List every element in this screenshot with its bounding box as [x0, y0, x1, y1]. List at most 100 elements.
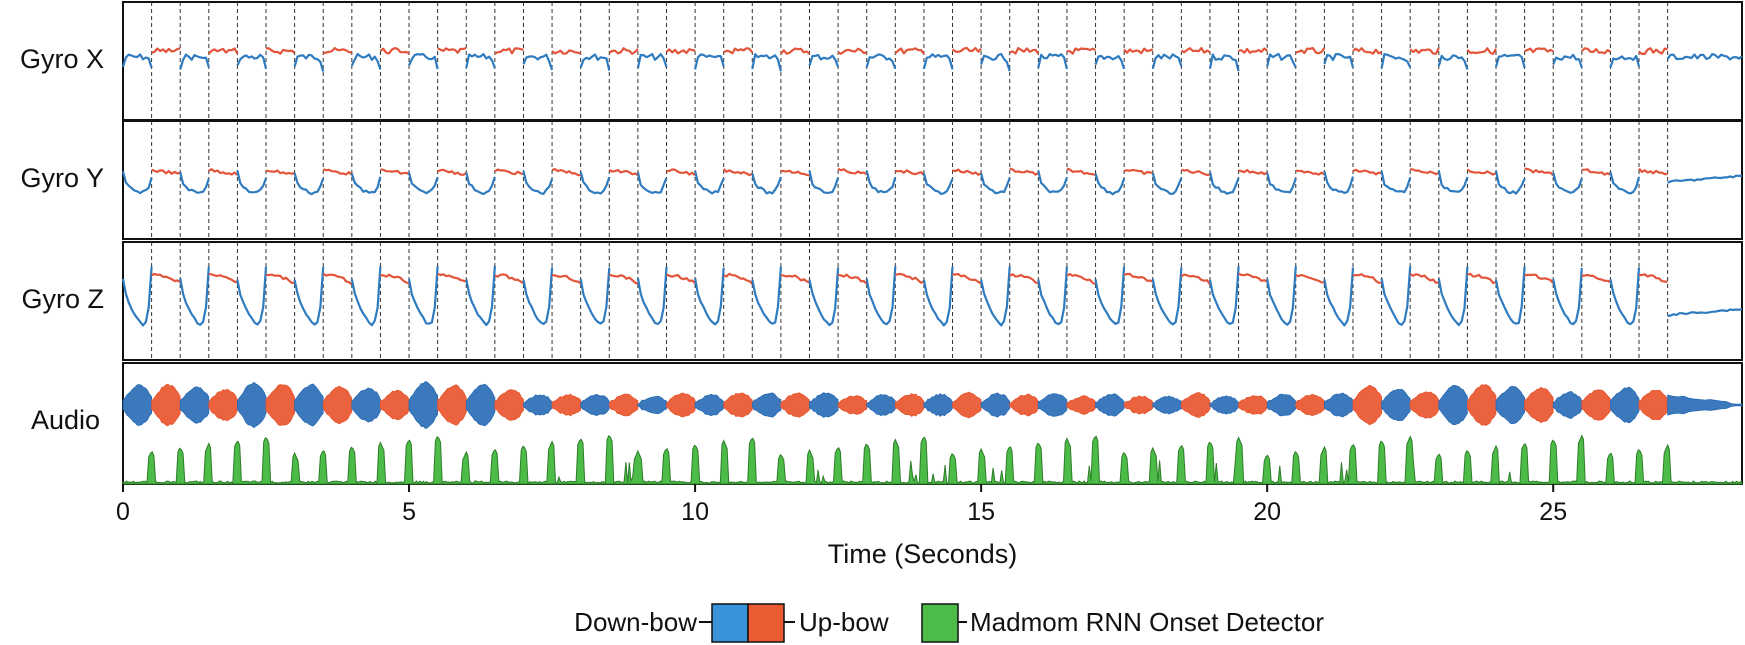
- gyro-x-up-bow-segment: [837, 47, 867, 55]
- gyro-z-up-bow-segment: [1295, 273, 1325, 284]
- panel-gyro-z: Gyro Z: [21, 241, 1743, 361]
- gyro-x-up-bow-segment: [1466, 47, 1497, 56]
- panel-label-gyro-z: Gyro Z: [21, 284, 104, 314]
- gyro-y-up-bow-segment: [837, 167, 868, 176]
- audio-up-bow-waveform: [437, 384, 467, 426]
- gyro-z-up-bow-segment: [780, 274, 811, 284]
- gyro-z-down-bow-segment: [1667, 307, 1743, 318]
- panel-frame: [122, 241, 1743, 361]
- audio-up-bow-waveform: [723, 392, 753, 418]
- gyro-x-down-bow-segment: [808, 53, 840, 68]
- gyro-x-up-bow-segment: [1638, 47, 1668, 56]
- gyro-y-up-bow-segment: [494, 168, 524, 176]
- audio-down-bow-waveform: [637, 395, 667, 415]
- legend-up-bow-label: Up-bow: [799, 607, 889, 637]
- legend-onset-swatch: [921, 603, 959, 643]
- panel-label-audio: Audio: [31, 405, 100, 435]
- audio-down-bow-waveform: [923, 393, 953, 417]
- gyro-z-down-bow-segment: [465, 266, 496, 327]
- gyro-z-up-bow-segment: [437, 273, 467, 283]
- legend-down-bow-label: Down-bow: [574, 607, 697, 637]
- gyro-y-up-bow-segment: [437, 168, 467, 176]
- x-tick-label: 0: [116, 498, 130, 526]
- audio-up-bow-waveform: [1352, 384, 1382, 426]
- gyro-y-up-bow-segment: [952, 168, 982, 176]
- gyro-z-up-bow-segment: [552, 274, 582, 285]
- gyro-y-down-bow-segment: [1380, 170, 1412, 194]
- gyro-x-down-bow-segment: [407, 52, 439, 70]
- gyro-y-down-bow-segment: [980, 173, 1011, 195]
- gyro-x-down-bow-segment: [179, 53, 210, 70]
- gyro-y-down-bow-segment: [350, 173, 382, 194]
- gyro-x-down-bow-segment: [636, 52, 668, 69]
- gyro-z-up-bow-segment: [322, 272, 353, 286]
- audio-up-bow-waveform: [1295, 393, 1325, 417]
- gyro-x-up-bow-segment: [494, 47, 524, 55]
- audio-down-bow-waveform: [408, 381, 439, 429]
- gyro-x-down-bow-segment: [579, 53, 611, 71]
- audio-up-bow-waveform: [1467, 384, 1497, 426]
- gyro-z-down-bow-segment: [1094, 266, 1126, 325]
- audio-down-bow-waveform: [179, 386, 210, 424]
- audio-up-bow-waveform: [551, 393, 582, 417]
- gyro-z-down-bow-segment: [179, 266, 210, 326]
- panel-gyro-y: Gyro Y: [20, 120, 1743, 240]
- audio-down-bow-waveform: [294, 383, 324, 427]
- audio-down-bow-waveform: [523, 394, 553, 416]
- gyro-x-down-bow-segment: [865, 53, 897, 70]
- gyro-z-up-bow-segment: [1638, 273, 1668, 284]
- audio-down-bow-waveform: [1037, 393, 1068, 417]
- gyro-y-down-bow-segment: [236, 170, 268, 194]
- gyro-y-up-bow-segment: [208, 168, 239, 176]
- gyro-z-up-bow-segment: [1123, 272, 1154, 283]
- gyro-x-down-bow-segment: [1666, 52, 1743, 61]
- legend-onset-label: Madmom RNN Onset Detector: [970, 607, 1324, 637]
- audio-down-bow-waveform: [1552, 391, 1583, 419]
- audio-up-bow-waveform: [379, 389, 410, 421]
- gyro-z-up-bow-segment: [1524, 273, 1555, 285]
- gyro-y-down-bow-segment: [1037, 170, 1068, 194]
- gyro-z-down-bow-segment: [980, 266, 1011, 327]
- gyro-z-up-bow-segment: [1066, 273, 1096, 286]
- gyro-x-up-bow-segment: [1180, 46, 1211, 54]
- gyro-x-down-bow-segment: [922, 53, 954, 70]
- gyro-y-up-bow-segment: [1123, 168, 1154, 175]
- gyro-z-up-bow-segment: [837, 273, 868, 285]
- onset-detector-activation: [122, 434, 1743, 485]
- panel-audio: Audio: [31, 362, 1743, 485]
- gyro-x-down-bow-segment: [121, 53, 153, 69]
- audio-up-bow-waveform: [322, 385, 353, 425]
- gyro-y-up-bow-segment: [1352, 168, 1382, 176]
- audio-down-bow-waveform: [1438, 384, 1468, 426]
- gyro-z-up-bow-segment: [151, 272, 181, 283]
- gyro-y-up-bow-segment: [1238, 168, 1268, 176]
- gyro-y-down-bow-segment: [293, 172, 325, 196]
- gyro-z-down-bow-segment: [751, 266, 782, 325]
- gyro-y-up-bow-segment: [1066, 167, 1096, 177]
- gyro-z-up-bow-segment: [1009, 273, 1039, 285]
- gyro-z-down-bow-segment: [1609, 267, 1641, 326]
- gyro-z-up-bow-segment: [1581, 273, 1611, 284]
- gyro-x-up-bow-segment: [1581, 47, 1611, 55]
- x-axis: 0 5 10 15 20 25: [116, 484, 1567, 526]
- legend-down-bow-swatch: [711, 603, 749, 643]
- gyro-z-down-bow-segment: [1266, 266, 1297, 326]
- gyro-x-down-bow-segment: [350, 52, 382, 70]
- audio-down-bow-waveform: [580, 393, 610, 417]
- gyro-y-up-bow-segment: [1581, 168, 1611, 176]
- gyro-y-up-bow-segment: [895, 169, 925, 176]
- gyro-y-down-bow-segment: [1437, 170, 1469, 193]
- gyro-y-down-bow-segment: [121, 171, 153, 195]
- audio-down-bow-waveform: [809, 392, 839, 418]
- gyro-y-down-bow-segment: [522, 170, 554, 195]
- gyro-x-up-bow-segment: [608, 47, 639, 56]
- gyro-y-down-bow-segment: [751, 173, 782, 195]
- gyro-y-up-bow-segment: [1181, 168, 1211, 177]
- gyro-x-down-bow-segment: [1437, 54, 1469, 70]
- gyro-x-down-bow-segment: [1151, 53, 1183, 69]
- audio-down-bow-waveform: [1152, 395, 1182, 415]
- audio-up-bow-waveform: [952, 391, 982, 419]
- gyro-z-up-bow-segment: [1467, 272, 1497, 284]
- audio-up-bow-waveform: [494, 389, 524, 421]
- gyro-z-down-bow-segment: [1437, 266, 1469, 327]
